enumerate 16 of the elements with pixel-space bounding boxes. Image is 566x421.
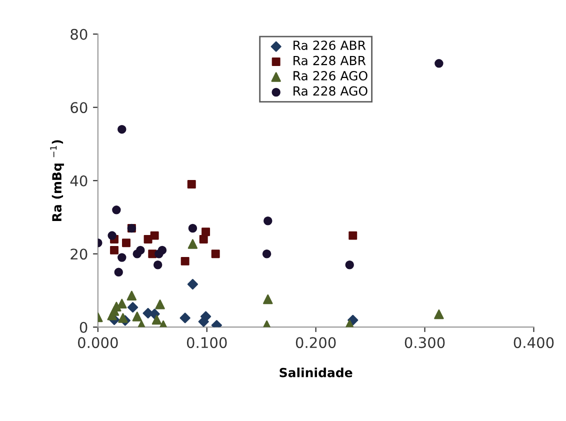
- legend-label: Ra 228 ABR: [294, 56, 366, 66]
- y-tick-label: 40: [70, 175, 88, 186]
- legend-label: Ra 226 AGO: [294, 71, 368, 80]
- y-tick-label: 0: [80, 322, 88, 333]
- y-tick-label: 20: [70, 248, 88, 260]
- legend-label: Ra 228 AGO: [294, 86, 368, 96]
- legend-label: Ra 226 ABR: [294, 40, 366, 50]
- x-tick-label: 0.300: [404, 337, 445, 348]
- y-tick-label: 60: [70, 102, 88, 114]
- x-tick-label: 0.200: [296, 337, 336, 348]
- y-tick-label: 80: [70, 28, 88, 40]
- x-axis-title: Salinidade: [280, 368, 352, 378]
- x-tick-label: 0.100: [186, 337, 227, 348]
- x-tick-label: 0.400: [514, 337, 554, 348]
- x-tick-label: 0.000: [78, 337, 118, 348]
- y-axis-title: Ra (mBq $^{−1}$): [50, 140, 64, 222]
